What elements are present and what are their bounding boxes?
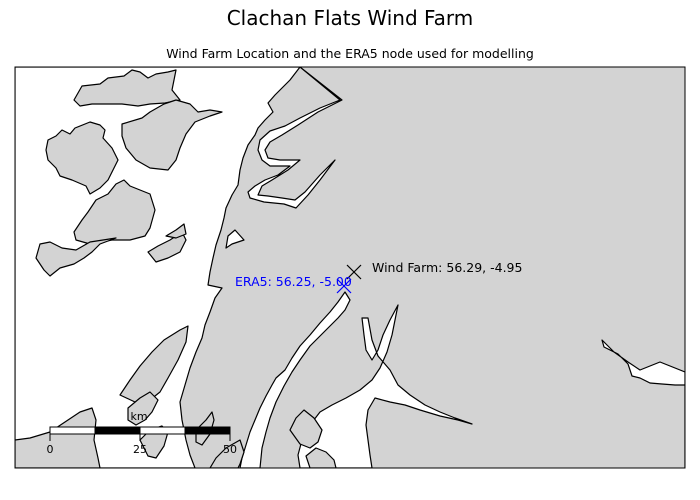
island-shuna bbox=[35, 237, 117, 277]
island-mull-south bbox=[73, 179, 156, 245]
sea-loch-north-1 bbox=[247, 67, 343, 209]
island-mull bbox=[45, 121, 119, 195]
sea-south bbox=[239, 291, 351, 468]
scale-segment-1 bbox=[49, 426, 96, 435]
island-luing bbox=[147, 231, 187, 263]
scale-tick-0: 0 bbox=[47, 443, 54, 456]
sea-east bbox=[601, 339, 685, 468]
island-lismore bbox=[73, 69, 181, 107]
scale-segment-4 bbox=[184, 426, 231, 435]
island-bute bbox=[209, 439, 245, 468]
island-arran-tip bbox=[305, 447, 337, 468]
island-cumbrae bbox=[289, 409, 323, 449]
sea-loch-arm bbox=[297, 304, 473, 468]
era5-node-marker bbox=[336, 278, 352, 294]
island-jura-south bbox=[127, 391, 159, 426]
island-kerrera bbox=[121, 99, 223, 171]
island-islay bbox=[15, 407, 101, 468]
era5-node-label: ERA5: 56.25, -5.00 bbox=[235, 274, 352, 289]
scale-bar-unit: km bbox=[130, 410, 147, 423]
sea-loch-north-2 bbox=[225, 229, 245, 249]
scale-tick-25: 25 bbox=[133, 443, 147, 456]
wind-farm-label: Wind Farm: 56.29, -4.95 bbox=[372, 260, 522, 275]
island-small-1 bbox=[165, 223, 187, 239]
scale-segment-2 bbox=[94, 426, 141, 435]
scale-tick-50: 50 bbox=[223, 443, 237, 456]
scale-bar: km 0 25 50 bbox=[47, 410, 238, 456]
map-title: Clachan Flats Wind Farm bbox=[226, 6, 474, 30]
map-subtitle: Wind Farm Location and the ERA5 node use… bbox=[166, 46, 534, 61]
wind-farm-marker bbox=[346, 264, 362, 280]
map-frame bbox=[14, 66, 686, 469]
scale-segment-3 bbox=[139, 426, 186, 435]
islands bbox=[15, 69, 337, 468]
